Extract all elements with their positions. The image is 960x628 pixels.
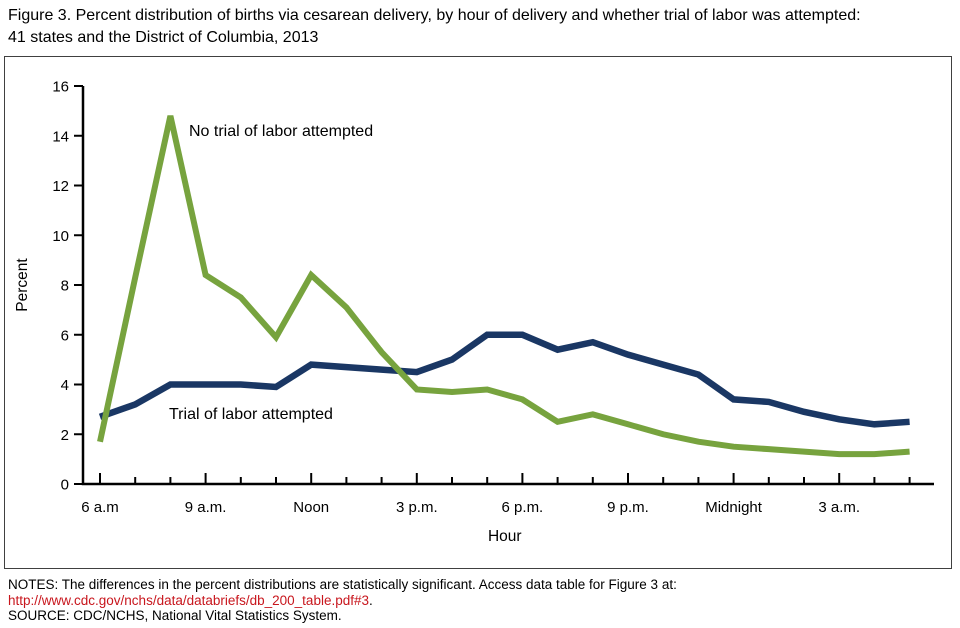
x-tick-label: Noon <box>293 499 329 516</box>
x-tick-label: 9 a.m. <box>185 499 227 516</box>
line-chart: 0 2 4 6 8 10 12 14 16 6 a.m 9 a.m. Noon 3 p.m. 6 p.m.… <box>14 79 934 545</box>
notes-text: NOTES: The differences in the percent di… <box>8 577 677 592</box>
notes-link-line: http://www.cdc.gov/nchs/data/databriefs/… <box>8 593 954 609</box>
x-tick-label: Midnight <box>705 499 763 516</box>
y-tick-label: 14 <box>52 128 69 145</box>
y-axis-title: Percent <box>14 258 31 312</box>
y-tick-label: 0 <box>61 477 69 494</box>
y-tick-label: 12 <box>52 178 69 195</box>
axes <box>81 86 934 486</box>
series-line-trial-of-labor <box>98 331 910 428</box>
link-suffix-period: . <box>369 592 373 608</box>
data-table-link[interactable]: http://www.cdc.gov/nchs/data/databriefs/… <box>8 592 369 608</box>
figure-title-line1: Figure 3. Percent distribution of births… <box>8 7 861 24</box>
series-line-no-trial-of-labor <box>97 115 910 458</box>
y-tick-label: 8 <box>61 278 69 295</box>
x-tick-label: 6 a.m <box>81 499 119 516</box>
y-tick-label: 16 <box>52 79 69 96</box>
x-tick-label: 3 a.m. <box>818 499 860 516</box>
series-label-no-trial-of-labor: No trial of labor attempted <box>189 123 373 140</box>
x-tick-label: 6 p.m. <box>502 499 544 516</box>
chart-frame: 0 2 4 6 8 10 12 14 16 6 a.m 9 a.m. Noon 3 p.m. 6 p.m.… <box>4 56 952 569</box>
source-text: SOURCE: CDC/NCHS, National Vital Statist… <box>8 608 342 623</box>
figure-title-line2: 41 states and the District of Columbia, … <box>8 29 319 46</box>
chart-notes: NOTES: The differences in the percent di… <box>8 577 954 624</box>
x-tick-label: 3 p.m. <box>396 499 438 516</box>
x-tick-label: 9 p.m. <box>607 499 649 516</box>
y-tick-label: 6 <box>61 327 69 344</box>
series-label-trial-of-labor: Trial of labor attempted <box>169 406 333 423</box>
y-tick-label: 2 <box>61 427 69 444</box>
y-tick-label: 10 <box>52 228 69 245</box>
figure-title: Figure 3. Percent distribution of births… <box>8 5 954 49</box>
y-tick-label: 4 <box>61 377 69 394</box>
x-axis-title: Hour <box>488 528 522 545</box>
